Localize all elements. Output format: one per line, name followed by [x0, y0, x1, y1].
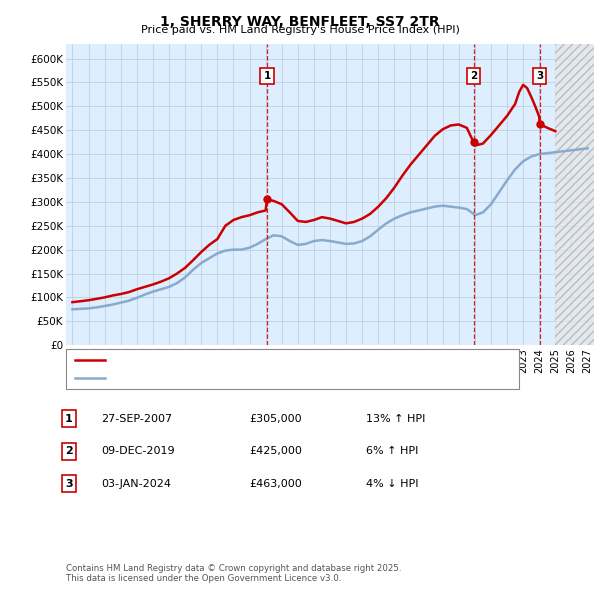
Text: Price paid vs. HM Land Registry's House Price Index (HPI): Price paid vs. HM Land Registry's House …	[140, 25, 460, 35]
Text: 03-JAN-2024: 03-JAN-2024	[101, 479, 171, 489]
Text: 3: 3	[65, 479, 73, 489]
Text: £305,000: £305,000	[249, 414, 302, 424]
Text: 1, SHERRY WAY, BENFLEET, SS7 2TR: 1, SHERRY WAY, BENFLEET, SS7 2TR	[160, 15, 440, 29]
Text: 4% ↓ HPI: 4% ↓ HPI	[366, 479, 419, 489]
Text: 1, SHERRY WAY, BENFLEET, SS7 2TR (detached house): 1, SHERRY WAY, BENFLEET, SS7 2TR (detach…	[109, 355, 376, 365]
Text: Contains HM Land Registry data © Crown copyright and database right 2025.
This d: Contains HM Land Registry data © Crown c…	[66, 563, 401, 583]
Text: 1: 1	[65, 414, 73, 424]
Text: 3: 3	[536, 71, 543, 81]
Text: £463,000: £463,000	[249, 479, 302, 489]
Text: 13% ↑ HPI: 13% ↑ HPI	[366, 414, 425, 424]
Text: 09-DEC-2019: 09-DEC-2019	[101, 447, 175, 456]
Bar	[556, 44, 594, 345]
Text: 1: 1	[263, 71, 271, 81]
Text: HPI: Average price, detached house, Castle Point: HPI: Average price, detached house, Cast…	[109, 373, 348, 382]
Text: £425,000: £425,000	[249, 447, 302, 456]
Text: 2: 2	[470, 71, 477, 81]
Text: 2: 2	[65, 447, 73, 456]
Text: 27-SEP-2007: 27-SEP-2007	[101, 414, 172, 424]
Text: 6% ↑ HPI: 6% ↑ HPI	[366, 447, 418, 456]
